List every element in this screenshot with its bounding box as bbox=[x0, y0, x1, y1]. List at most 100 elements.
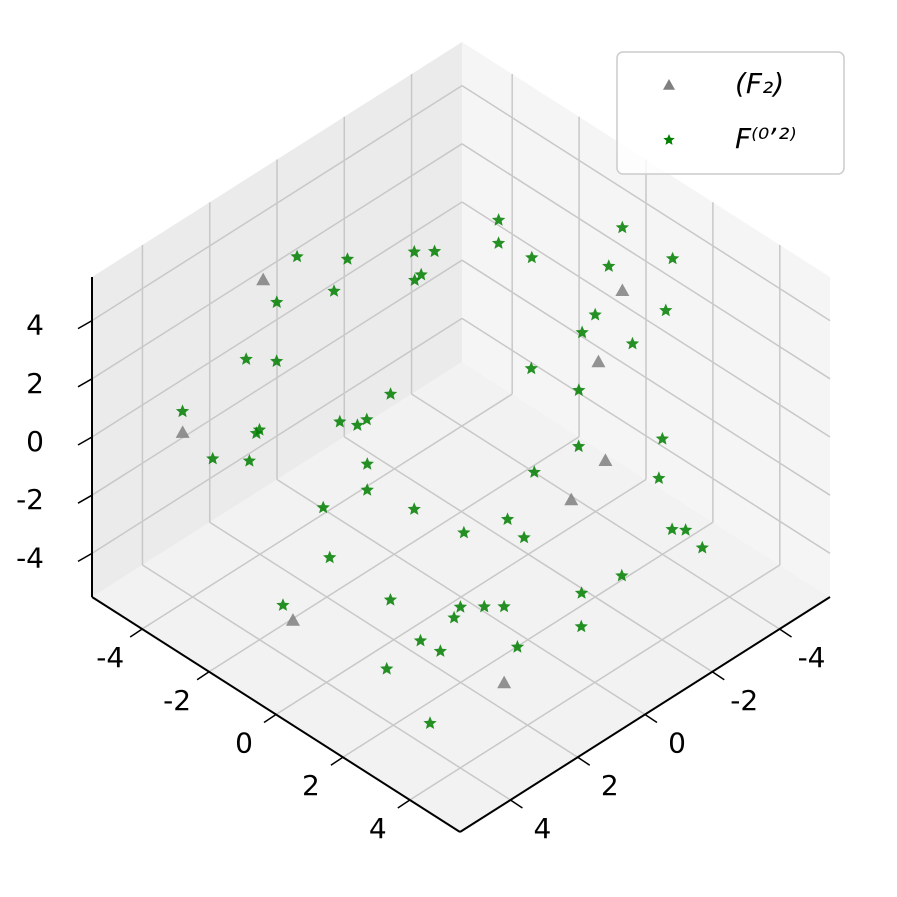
point bbox=[591, 354, 606, 368]
x-tick-label: 0 bbox=[235, 727, 253, 760]
point bbox=[602, 259, 616, 272]
point bbox=[598, 453, 613, 467]
z-tick-label: -2 bbox=[16, 483, 44, 516]
point bbox=[453, 600, 468, 613]
legend-label: (F₂) bbox=[735, 67, 784, 100]
point bbox=[360, 457, 374, 470]
point bbox=[316, 500, 330, 514]
point bbox=[510, 640, 525, 653]
grid-line bbox=[343, 436, 713, 673]
point bbox=[413, 633, 428, 647]
x-tick-label: -4 bbox=[96, 641, 124, 674]
tick-mark bbox=[779, 628, 792, 638]
point bbox=[497, 675, 512, 689]
point bbox=[615, 220, 629, 234]
point bbox=[423, 716, 437, 729]
x-tick-label: -2 bbox=[163, 684, 191, 717]
z-tick-label: -4 bbox=[16, 541, 44, 574]
point bbox=[679, 523, 693, 536]
tick-mark bbox=[711, 671, 725, 681]
point bbox=[175, 404, 190, 418]
point bbox=[665, 251, 680, 265]
point bbox=[525, 250, 539, 264]
point bbox=[659, 303, 673, 317]
point bbox=[327, 284, 341, 297]
point bbox=[491, 213, 506, 226]
point bbox=[383, 593, 398, 606]
point bbox=[290, 249, 304, 263]
point bbox=[252, 422, 267, 436]
tick-mark bbox=[77, 378, 93, 388]
grid-line bbox=[91, 259, 463, 496]
point bbox=[457, 525, 471, 539]
legend-label: F⁽⁰ʼ²⁾ bbox=[735, 122, 796, 155]
tick-mark bbox=[510, 799, 523, 809]
y-tick-label: 2 bbox=[601, 769, 619, 802]
point bbox=[491, 236, 506, 249]
tick-mark bbox=[77, 552, 93, 563]
z-tick-label: 2 bbox=[26, 367, 44, 400]
point bbox=[380, 661, 394, 675]
grid-line bbox=[209, 521, 579, 758]
x-tick-label: 2 bbox=[302, 769, 320, 802]
point bbox=[256, 272, 271, 286]
point bbox=[574, 619, 588, 633]
axis-line bbox=[91, 596, 461, 833]
tick-mark bbox=[330, 756, 344, 766]
tick-mark bbox=[129, 628, 143, 638]
point bbox=[270, 295, 284, 308]
point bbox=[323, 550, 337, 564]
point bbox=[497, 599, 511, 613]
grid-line bbox=[91, 317, 463, 554]
grid-line bbox=[276, 478, 646, 716]
point bbox=[655, 431, 669, 445]
grid-line bbox=[91, 201, 463, 438]
tick-mark bbox=[77, 436, 93, 446]
grid-line bbox=[461, 259, 831, 496]
point bbox=[433, 644, 447, 657]
y-tick-label: -2 bbox=[730, 684, 758, 717]
point bbox=[276, 598, 290, 611]
z-tick-label: 4 bbox=[26, 309, 44, 342]
point bbox=[527, 465, 541, 478]
point bbox=[572, 383, 586, 396]
tick-mark bbox=[77, 319, 93, 330]
point bbox=[500, 512, 515, 525]
point bbox=[447, 610, 461, 624]
point bbox=[360, 483, 374, 496]
point bbox=[615, 283, 630, 297]
point bbox=[615, 568, 629, 582]
point bbox=[175, 425, 190, 438]
point bbox=[408, 273, 422, 286]
point bbox=[360, 412, 374, 426]
point bbox=[625, 336, 640, 350]
grid-line bbox=[91, 143, 463, 380]
tick-mark bbox=[196, 671, 210, 681]
point bbox=[477, 599, 491, 613]
grid-line bbox=[461, 317, 831, 554]
point bbox=[652, 471, 666, 484]
grid-line bbox=[461, 201, 831, 438]
point bbox=[239, 352, 253, 365]
point bbox=[407, 244, 421, 258]
point bbox=[350, 418, 365, 431]
tick-mark bbox=[644, 713, 658, 724]
point bbox=[206, 451, 220, 465]
grid-line bbox=[91, 85, 463, 322]
point bbox=[695, 540, 709, 554]
point bbox=[564, 492, 579, 506]
axis-line bbox=[459, 596, 831, 833]
legend: (F₂) F⁽⁰ʼ²⁾ bbox=[616, 51, 845, 175]
point bbox=[270, 354, 284, 367]
tick-mark bbox=[77, 494, 93, 504]
point bbox=[427, 244, 442, 258]
point bbox=[575, 325, 589, 339]
point bbox=[588, 307, 602, 321]
point bbox=[414, 267, 428, 281]
legend-box bbox=[616, 51, 845, 175]
point bbox=[517, 530, 531, 544]
legend-marker bbox=[663, 134, 675, 145]
grid-line bbox=[411, 393, 780, 630]
grid-line bbox=[142, 564, 511, 801]
